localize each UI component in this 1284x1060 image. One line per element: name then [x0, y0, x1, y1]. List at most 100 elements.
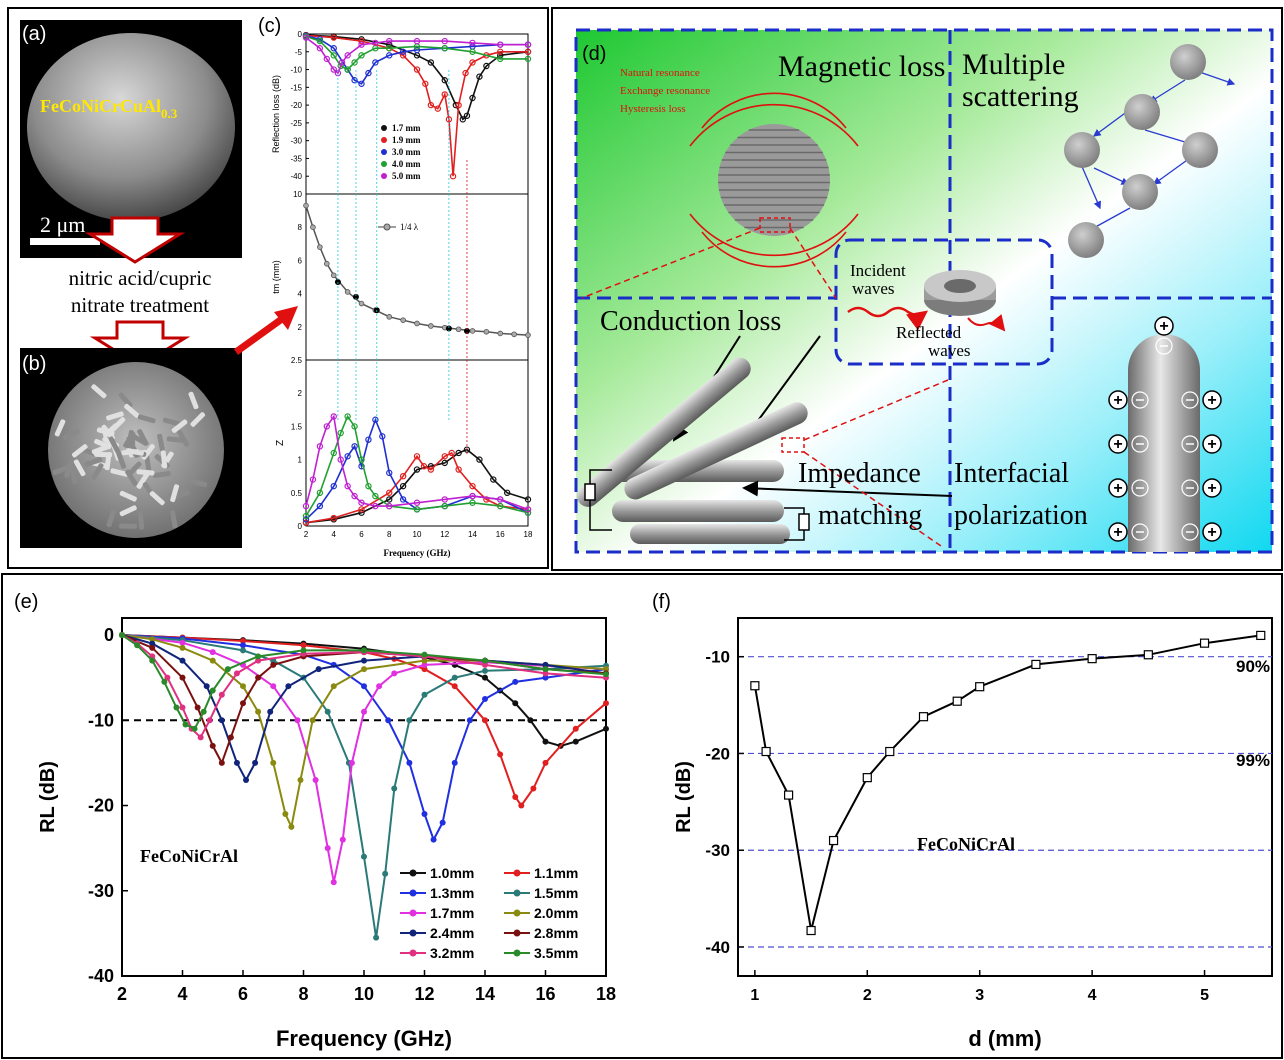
- rl-point: [421, 661, 428, 668]
- tick-label: 2: [298, 389, 303, 398]
- legend-label: 2.0mm: [534, 905, 578, 921]
- plus-sign: +: [1207, 524, 1216, 541]
- flake: [189, 478, 208, 488]
- legend-marker: [381, 149, 387, 155]
- legend-label: 1.7mm: [430, 905, 474, 921]
- minus-charge: [1181, 391, 1199, 409]
- z-point: [365, 436, 372, 443]
- x-tick-label: 2: [863, 987, 872, 1004]
- rl-point: [441, 77, 448, 84]
- z-point: [302, 512, 310, 520]
- z-series-line: [305, 448, 529, 524]
- plus-charge: [1154, 316, 1174, 336]
- rl-point: [542, 661, 549, 668]
- minus-charge: [1131, 479, 1149, 497]
- rl-point: [240, 700, 246, 707]
- rl-point: [338, 59, 346, 66]
- tm-marker: [445, 325, 452, 332]
- rl-point: [482, 667, 488, 674]
- legend-marker: [381, 125, 387, 131]
- mechanism-1: Natural resonance: [620, 67, 700, 79]
- rl-point: [252, 759, 259, 766]
- tick-label: -5: [295, 48, 303, 57]
- flake: [188, 391, 199, 410]
- rl-point: [497, 751, 504, 758]
- impedance-arrow: [742, 480, 953, 497]
- y-axis-label: Z: [275, 440, 286, 446]
- plus-charge: [1202, 434, 1222, 454]
- rl-point: [324, 708, 331, 715]
- flake: [137, 414, 156, 424]
- rl-point: [309, 717, 316, 724]
- rl-point: [530, 785, 537, 792]
- z-point: [358, 506, 365, 513]
- z-point: [441, 496, 448, 503]
- tick-label: 1.5: [291, 422, 303, 431]
- flake: [149, 491, 165, 506]
- rl-point: [323, 55, 331, 63]
- rl-point: [209, 742, 216, 749]
- tm-point: [400, 317, 406, 323]
- rl-point: [413, 37, 421, 45]
- flake: [110, 417, 126, 432]
- tm-point: [358, 300, 365, 307]
- rl-point: [255, 708, 262, 715]
- rl-point: [224, 666, 231, 673]
- tick-label: -40: [290, 172, 302, 181]
- particle-sphere: [27, 33, 235, 221]
- rl-point: [386, 41, 393, 48]
- rl-point: [203, 683, 210, 690]
- rl-point: [572, 725, 579, 732]
- z-point: [524, 509, 532, 516]
- rl-point: [240, 647, 246, 654]
- rl-point: [200, 708, 207, 715]
- z-point: [337, 429, 344, 437]
- rl-point: [373, 934, 380, 941]
- tm-marker: [352, 293, 359, 300]
- rl-series-line: [121, 634, 607, 883]
- down-arrow-1: [84, 216, 186, 264]
- z-point: [483, 496, 490, 503]
- rl-point: [441, 91, 448, 98]
- chart-e-reflection-loss: 2 4 6 8 10 12 14 16 18 0 -10 -20 -30 -40 Frequency (GH…: [37, 617, 616, 1051]
- rl-point: [376, 683, 383, 690]
- rl-point: [469, 39, 476, 47]
- incident-label: Incident: [850, 261, 906, 280]
- z-point: [358, 456, 365, 463]
- rl-point: [337, 62, 344, 70]
- panel-d: (d) Magnetic loss Natural resonance Exch…: [574, 28, 1274, 554]
- rl-thickness-point: [1087, 654, 1097, 664]
- z-point: [503, 489, 511, 496]
- z-point: [379, 433, 386, 440]
- rl-point: [351, 59, 358, 66]
- minus-charge: [1155, 337, 1173, 355]
- z-point: [448, 449, 455, 457]
- flake: [157, 433, 165, 452]
- rl-point: [285, 683, 292, 690]
- plus-sign: +: [1113, 524, 1122, 541]
- rl-point: [469, 94, 476, 102]
- tick-label: 2: [304, 530, 309, 539]
- rl-point: [385, 717, 392, 724]
- tick-label: 0: [298, 30, 303, 39]
- rl-point: [194, 704, 201, 711]
- rl-point: [445, 116, 453, 123]
- z-point: [365, 482, 372, 490]
- tm-point: [497, 330, 504, 337]
- rl-thickness-point: [1143, 650, 1153, 660]
- rl-point: [427, 59, 435, 66]
- scatter-ball-3: [1064, 132, 1100, 168]
- x-tick-label: 6: [238, 984, 248, 1004]
- legend-label: 1.0mm: [430, 865, 474, 881]
- rl-point: [466, 717, 473, 724]
- tick-label: -15: [290, 83, 302, 92]
- plus-sign: +: [1113, 480, 1122, 497]
- rl-thickness-point: [783, 790, 794, 800]
- z-point: [386, 496, 393, 503]
- flake: [123, 431, 136, 448]
- z-point: [323, 423, 331, 430]
- rl-point: [497, 48, 504, 55]
- z-point: [455, 449, 462, 457]
- plus-sign: +: [1113, 392, 1122, 409]
- z-series-line: [305, 417, 529, 520]
